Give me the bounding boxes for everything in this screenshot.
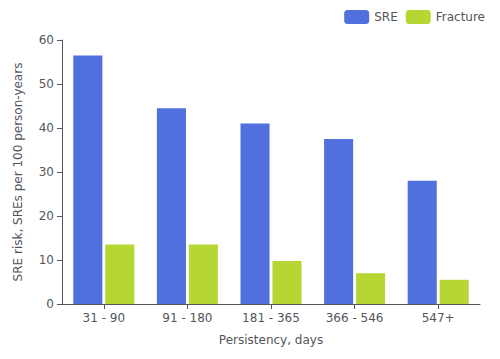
svg-text:40: 40 xyxy=(39,121,54,135)
svg-text:181 - 365: 181 - 365 xyxy=(242,311,300,325)
svg-text:60: 60 xyxy=(39,33,54,47)
svg-text:31 - 90: 31 - 90 xyxy=(83,311,126,325)
svg-text:91 - 180: 91 - 180 xyxy=(162,311,212,325)
svg-text:366 - 546: 366 - 546 xyxy=(326,311,384,325)
svg-text:50: 50 xyxy=(39,77,54,91)
svg-text:30: 30 xyxy=(39,165,54,179)
svg-text:20: 20 xyxy=(39,209,54,223)
svg-text:SRE risk, SREs per 100 person-: SRE risk, SREs per 100 person-years xyxy=(11,63,25,282)
svg-text:0: 0 xyxy=(46,297,54,311)
svg-text:Fracture: Fracture xyxy=(436,10,485,24)
svg-text:547+: 547+ xyxy=(422,311,455,325)
svg-text:10: 10 xyxy=(39,253,54,267)
svg-text:Persistency, days: Persistency, days xyxy=(219,333,323,347)
svg-text:SRE: SRE xyxy=(374,10,398,24)
